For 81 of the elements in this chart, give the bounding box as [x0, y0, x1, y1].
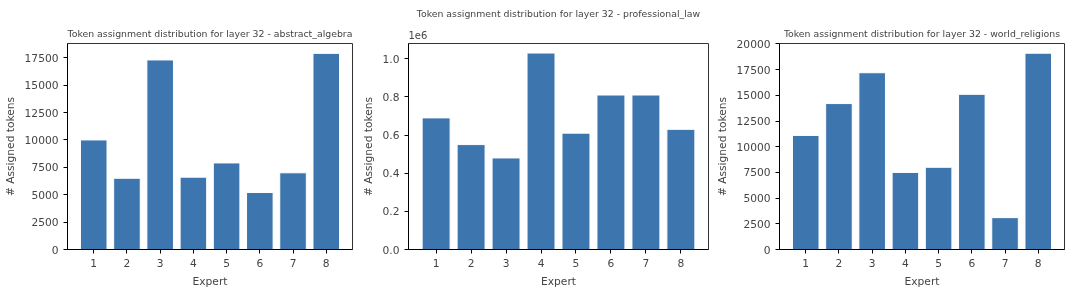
y-tick-label: 5000 [743, 192, 771, 206]
bar [561, 132, 591, 250]
y-tick-label: 0.8 [382, 90, 400, 104]
bar [146, 59, 174, 250]
x-tick-label: 8 [322, 256, 330, 270]
bar [212, 162, 241, 250]
bar [246, 192, 274, 250]
x-tick-label: 6 [256, 256, 264, 270]
y-axis-title: # Assigned tokens [715, 96, 729, 197]
y-axis-title: # Assigned tokens [3, 96, 17, 197]
x-tick-label: 8 [677, 256, 685, 270]
y-tick-label: 20000 [736, 37, 771, 51]
x-tick-label: 3 [502, 256, 510, 270]
bar [631, 94, 661, 250]
bar [491, 157, 521, 250]
x-axis-title: Expert [192, 274, 228, 288]
bar [958, 93, 986, 250]
x-tick-label: 8 [1034, 256, 1042, 270]
x-tick-label: 3 [868, 256, 876, 270]
bar [113, 177, 141, 250]
bar [421, 117, 451, 250]
y-tick-label: 0.2 [382, 205, 400, 219]
x-tick-label: 4 [537, 256, 545, 270]
bar [596, 94, 626, 250]
x-tick-label: 3 [156, 256, 164, 270]
y-tick-label: 17500 [736, 63, 771, 77]
x-tick-label: 5 [223, 256, 230, 270]
x-tick-label: 7 [642, 256, 650, 270]
x-tick-label: 4 [902, 256, 909, 270]
bar [526, 52, 556, 250]
y-tick-label: 7500 [31, 161, 59, 175]
y-tick-label: 10000 [24, 133, 59, 147]
x-tick-label: 2 [835, 256, 843, 270]
y-tick-label: 0.4 [382, 167, 400, 181]
x-tick-label: 7 [1001, 256, 1009, 270]
bar [1024, 52, 1053, 250]
chart-title: Token assignment distribution for layer 32 - professional_law [415, 7, 701, 19]
y-tick-label: 15000 [736, 89, 771, 103]
y-tick-label: 2500 [743, 217, 771, 231]
y-tick-label: 0.0 [382, 243, 400, 257]
y-tick-label: 10000 [736, 140, 771, 154]
bar [179, 176, 208, 250]
bar [279, 172, 307, 250]
x-tick-label: 1 [432, 256, 440, 270]
y-tick-label: 0 [763, 243, 771, 257]
y-tick-label: 5000 [31, 188, 59, 202]
bar [825, 103, 853, 250]
bar [456, 144, 486, 250]
y-tick-label: 15000 [24, 79, 59, 93]
x-axis-title: Expert [904, 274, 940, 288]
y-tick-label: 1.0 [382, 52, 400, 66]
bar [858, 72, 886, 250]
y-tick-label: 12500 [736, 115, 771, 129]
x-tick-label: 5 [935, 256, 942, 270]
chart-title: Token assignment distribution for layer 32 - world_religions [782, 27, 1061, 39]
y-tick-label: 2500 [31, 216, 59, 230]
y-tick-label: 0.6 [382, 129, 400, 143]
x-tick-label: 2 [123, 256, 131, 270]
y-tick-label: 0 [51, 243, 59, 257]
y-tick-label: 7500 [743, 166, 771, 180]
y-axis-title: # Assigned tokens [361, 96, 375, 197]
chart-title: Token assignment distribution for layer 32 - abstract_algebra [66, 27, 353, 39]
x-tick-label: 2 [467, 256, 475, 270]
x-tick-label: 4 [190, 256, 197, 270]
x-tick-label: 7 [289, 256, 297, 270]
bar [791, 134, 820, 250]
x-tick-label: 6 [968, 256, 976, 270]
bar [666, 128, 696, 250]
bar [924, 166, 953, 250]
bar [991, 217, 1019, 250]
bar [79, 139, 108, 250]
bar [312, 52, 341, 250]
x-axis-title: Expert [541, 274, 576, 288]
bar [891, 171, 920, 250]
y-tick-label: 12500 [24, 106, 59, 120]
x-tick-label: 1 [90, 256, 98, 270]
text: 1e6 [408, 29, 428, 41]
x-tick-label: 5 [572, 256, 580, 270]
y-tick-label: 17500 [24, 51, 59, 65]
x-tick-label: 1 [802, 256, 810, 270]
x-tick-label: 6 [607, 256, 615, 270]
